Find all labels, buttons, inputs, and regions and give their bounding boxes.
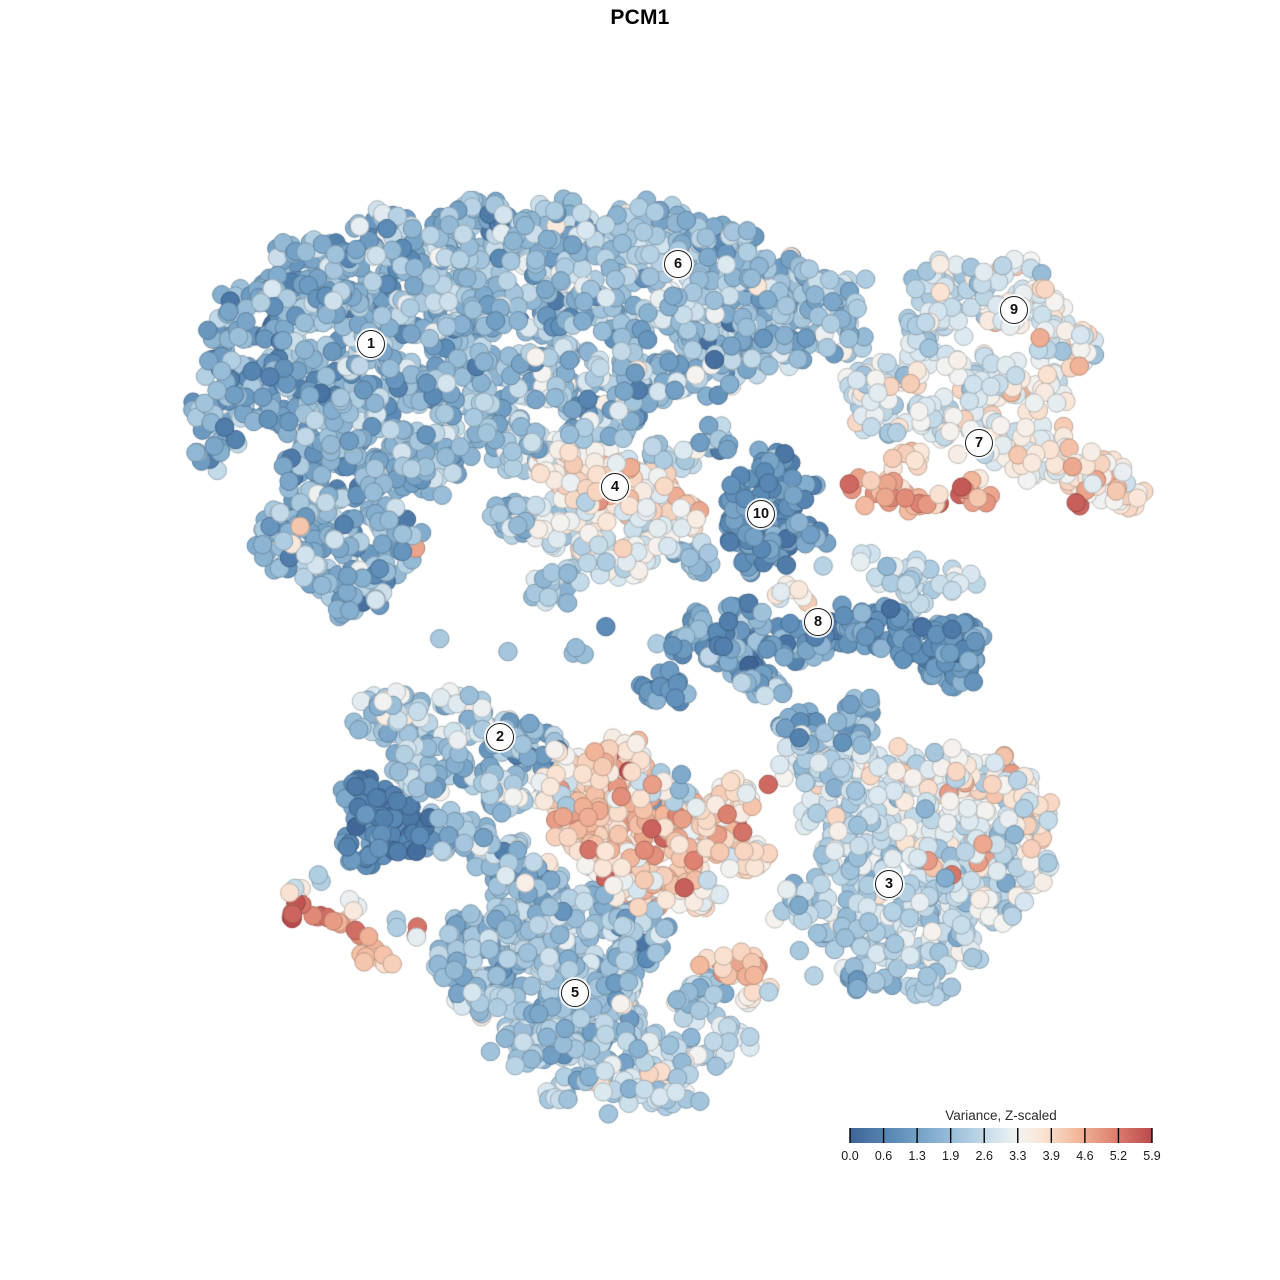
colorbar-ticks bbox=[849, 1128, 1153, 1143]
colorbar-tick-label: 4.6 bbox=[1076, 1149, 1093, 1163]
colorbar-gradient bbox=[850, 1128, 1152, 1143]
legend-title: Variance, Z-scaled bbox=[945, 1108, 1057, 1123]
colorbar-tick-labels: 0.0 0.6 1.3 1.9 2.6 3.3 3.9 4.6 5.2 5.9 bbox=[841, 1149, 1160, 1163]
colorbar-tick-label: 0.6 bbox=[875, 1149, 892, 1163]
cluster-label-7: 7 bbox=[965, 429, 993, 457]
colorbar-tick-label: 1.9 bbox=[942, 1149, 959, 1163]
colorbar-tick-label: 1.3 bbox=[908, 1149, 925, 1163]
colorbar-svg: Variance, Z-scaled 0.0 0.6 1.3 1.9 2.6 3.3 3.9… bbox=[841, 1108, 1160, 1163]
cluster-label-1: 1 bbox=[357, 330, 385, 358]
cluster-label-2: 2 bbox=[486, 723, 514, 751]
colorbar-tick-label: 5.2 bbox=[1110, 1149, 1127, 1163]
colorbar-tick-label: 0.0 bbox=[841, 1149, 858, 1163]
colorbar-legend: Variance, Z-scaled 0.0 0.6 1.3 1.9 2.6 3.3 3.9… bbox=[820, 1106, 1180, 1176]
cluster-label-6: 6 bbox=[664, 250, 692, 278]
cluster-label-5: 5 bbox=[561, 979, 589, 1007]
colorbar-tick-label: 2.6 bbox=[976, 1149, 993, 1163]
colorbar-tick-label: 3.3 bbox=[1009, 1149, 1026, 1163]
cluster-label-4: 4 bbox=[601, 473, 629, 501]
colorbar-tick-label: 3.9 bbox=[1043, 1149, 1060, 1163]
cluster-label-3: 3 bbox=[875, 870, 903, 898]
cluster-label-9: 9 bbox=[1000, 296, 1028, 324]
cluster-label-8: 8 bbox=[804, 608, 832, 636]
colorbar-tick-label: 5.9 bbox=[1143, 1149, 1160, 1163]
cluster-label-10: 10 bbox=[747, 500, 775, 528]
